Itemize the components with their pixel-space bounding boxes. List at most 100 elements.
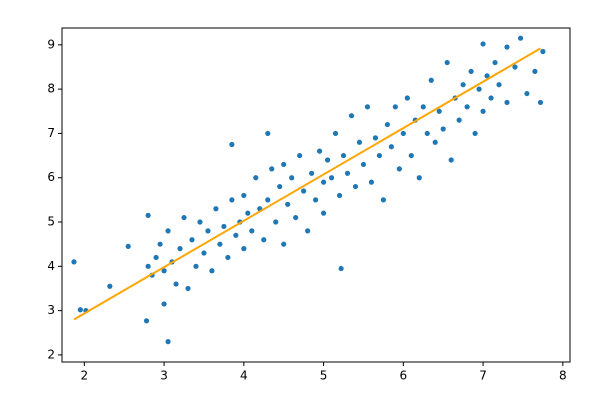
point [301, 188, 307, 194]
point [504, 44, 510, 50]
point [368, 179, 375, 185]
point [316, 148, 323, 154]
point [77, 307, 83, 313]
point [185, 285, 191, 292]
point [464, 104, 470, 110]
point [233, 232, 239, 238]
point [532, 68, 538, 75]
point [436, 108, 442, 114]
point [512, 64, 518, 70]
point [444, 59, 450, 66]
point [524, 90, 530, 97]
point [273, 219, 279, 225]
point [197, 219, 203, 225]
point [161, 301, 167, 307]
point [408, 152, 414, 159]
point [480, 41, 486, 47]
point [217, 241, 223, 247]
y-tick-label: 2 [47, 347, 55, 361]
point [488, 95, 494, 101]
y-tick-label: 7 [47, 126, 55, 140]
point [221, 223, 227, 230]
point [472, 130, 478, 137]
point [193, 263, 199, 269]
point [480, 108, 486, 114]
point [289, 175, 295, 181]
point [209, 268, 215, 274]
point [153, 254, 159, 261]
point [181, 214, 187, 221]
y-tick-label: 9 [47, 37, 55, 51]
point [309, 170, 315, 176]
point [281, 161, 287, 168]
point [448, 157, 454, 163]
point [400, 130, 406, 137]
point [281, 241, 287, 247]
point [157, 241, 163, 247]
point [376, 152, 383, 159]
point [177, 245, 183, 252]
plot-frame [61, 27, 571, 363]
x-tick-label: 3 [160, 369, 168, 383]
point [143, 318, 150, 324]
point [424, 130, 430, 137]
x-tick-label: 5 [320, 369, 328, 383]
point [213, 206, 219, 212]
point [492, 59, 498, 66]
point [293, 214, 299, 221]
point [265, 197, 271, 203]
point [517, 35, 524, 41]
point [384, 121, 390, 128]
point [364, 104, 371, 110]
point [388, 144, 394, 150]
point [396, 166, 402, 172]
x-tick-label: 2 [81, 369, 89, 383]
point [253, 175, 259, 181]
point [313, 197, 319, 203]
y-tick-label: 8 [47, 82, 55, 96]
point [205, 228, 211, 234]
point [496, 82, 502, 88]
x-tick-label: 6 [400, 369, 408, 383]
point [229, 197, 235, 203]
point [484, 73, 490, 79]
point [468, 68, 474, 75]
point [344, 170, 351, 176]
y-tick-label: 4 [47, 259, 55, 273]
point [456, 117, 462, 123]
point [225, 254, 231, 261]
point [504, 99, 510, 106]
point [428, 77, 434, 83]
point [372, 135, 379, 141]
point [340, 152, 347, 159]
point [404, 95, 410, 101]
x-tick-label: 7 [479, 369, 487, 383]
point [229, 141, 235, 148]
point [336, 192, 343, 199]
point [145, 263, 151, 269]
point [71, 259, 77, 265]
point [332, 130, 339, 137]
point [540, 48, 546, 55]
y-tick-label: 6 [47, 170, 55, 184]
point [241, 245, 247, 252]
point [145, 212, 151, 218]
point [165, 339, 171, 345]
point [297, 152, 303, 159]
point [269, 166, 275, 172]
point [261, 237, 267, 243]
point [356, 139, 363, 145]
point [320, 210, 327, 216]
y-tick-label: 5 [47, 215, 55, 229]
point [420, 104, 426, 110]
point [165, 228, 171, 234]
point [476, 86, 482, 92]
point [173, 281, 179, 287]
point [440, 126, 446, 132]
point [189, 237, 195, 243]
point [324, 157, 331, 163]
point [537, 99, 544, 106]
point [432, 139, 438, 145]
point [107, 283, 113, 289]
